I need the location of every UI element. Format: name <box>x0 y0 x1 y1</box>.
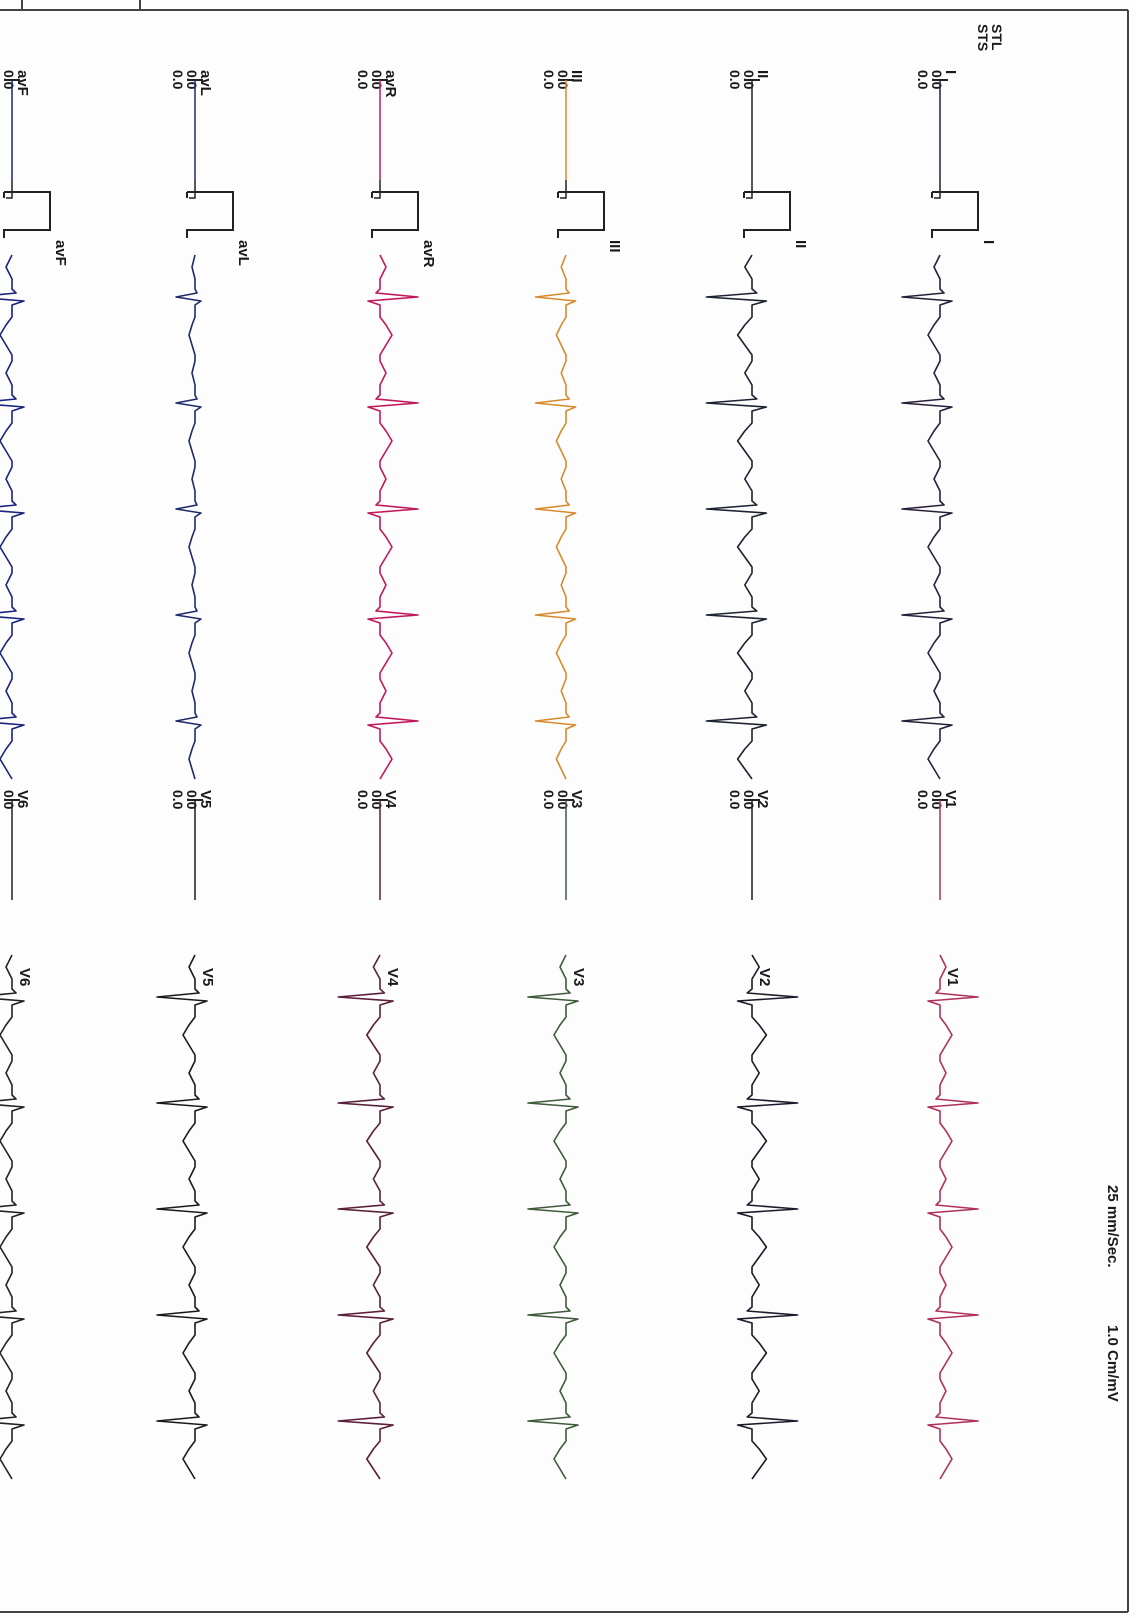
calibration-lead-in <box>934 180 941 199</box>
lead-name-label: avF <box>52 240 69 266</box>
ecg-waveform <box>534 254 577 780</box>
calibration-pulse <box>186 191 234 238</box>
lead-name-label: V2 <box>756 968 773 986</box>
lead-name-label: II <box>792 240 809 248</box>
lead-name-label: V4 <box>382 790 399 809</box>
ecg-waveform <box>901 254 953 780</box>
lead-v6: V60.00.0V6 <box>0 790 33 1480</box>
calibration-lead-in <box>374 180 381 199</box>
lead-name-label: V2 <box>754 790 771 808</box>
lead-name-label: I <box>942 70 959 74</box>
lead-name-label: V1 <box>944 968 961 986</box>
lead-sts-value: 0.0 <box>170 790 186 810</box>
stl-heading: STL <box>989 24 1005 51</box>
calibration-lead-in <box>189 180 196 199</box>
lead-v2: V20.00.0V2 <box>727 790 799 1480</box>
calibration-lead-in <box>746 180 753 199</box>
lead-name-label: V6 <box>16 968 33 986</box>
calibration-lead-in <box>6 180 13 199</box>
lead-name-label: V1 <box>942 790 959 808</box>
calibration-pulse <box>371 191 419 238</box>
lead-sts-value: 0.0 <box>727 70 743 90</box>
lead-name-label: II <box>754 70 771 78</box>
lead-name-label: I <box>980 240 997 244</box>
lead-name-label: V3 <box>568 790 585 808</box>
lead-sts-value: 0.0 <box>541 70 557 90</box>
lead-name-label: avR <box>382 70 399 98</box>
ecg-waveform <box>175 254 202 780</box>
lead-name-label: avR <box>420 240 437 268</box>
lead-sts-value: 0.0 <box>915 790 931 810</box>
calibration-lead-in <box>560 180 567 199</box>
lead-name-label: V3 <box>570 968 587 986</box>
ecg-waveform <box>156 954 208 1480</box>
lead-sts-value: 0.0 <box>355 70 371 90</box>
lead-v1: V10.00.0V1 <box>915 790 979 1480</box>
gain-label: 1.0 Cm/mV <box>1104 1325 1121 1402</box>
lead-sts-value: 0.0 <box>170 70 186 90</box>
lead-name-label: avL <box>235 240 252 266</box>
lead-sts-value: 0.0 <box>727 790 743 810</box>
ecg-waveform <box>0 954 25 1480</box>
lead-sts-value: 0.0 <box>0 790 3 810</box>
lead-v4: V40.00.0V4 <box>337 790 401 1480</box>
sts-heading: STS <box>975 24 991 51</box>
lead-sts-value: 0.0 <box>915 70 931 90</box>
lead-sts-value: 0.0 <box>541 790 557 810</box>
calibration-pulse <box>743 191 791 238</box>
lead-name-label: V6 <box>14 790 31 808</box>
lead-name-label: V4 <box>384 968 401 987</box>
ecg-waveform <box>736 954 799 1480</box>
lead-sts-value: 0.0 <box>355 790 371 810</box>
ecg-waveform <box>705 254 768 780</box>
paper-speed-label: 25 mm/Sec. <box>1104 1185 1121 1268</box>
ecg-waveform <box>337 954 394 1480</box>
lead-name-label: V5 <box>197 790 214 808</box>
leads-layer: I0.00.0III0.00.0IIIII0.00.0IIIavR0.00.0a… <box>0 70 997 1480</box>
ecg-waveform <box>367 254 419 780</box>
calibration-pulse <box>3 191 51 238</box>
lead-v5: V50.00.0V5 <box>156 790 216 1480</box>
lead-sts-value: 0.0 <box>0 70 3 90</box>
lead-name-label: III <box>606 240 623 253</box>
ecg-waveform <box>527 954 579 1480</box>
lead-i: I0.00.0I <box>901 70 997 780</box>
ecg-waveform <box>0 254 25 780</box>
lead-name-label: V5 <box>199 968 216 986</box>
lead-ii: II0.00.0II <box>705 70 809 780</box>
calibration-pulse <box>931 191 979 238</box>
lead-name-label: avL <box>197 70 214 96</box>
lead-name-label: avF <box>14 70 31 96</box>
calibration-pulse <box>557 191 605 238</box>
lead-v3: V30.00.0V3 <box>527 790 587 1480</box>
ecg-waveform <box>927 954 979 1480</box>
